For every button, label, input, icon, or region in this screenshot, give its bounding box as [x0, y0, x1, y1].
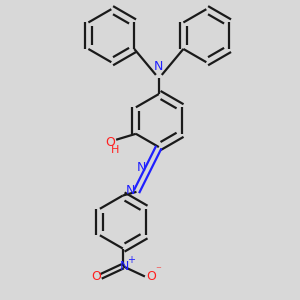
Text: O: O [92, 270, 101, 283]
Text: +: + [127, 255, 135, 265]
Text: H: H [110, 145, 119, 155]
Text: N: N [125, 184, 135, 197]
Text: N: N [136, 161, 146, 175]
Text: O: O [105, 136, 115, 149]
Text: N: N [154, 60, 164, 74]
Text: O: O [146, 270, 156, 283]
Text: N: N [120, 260, 129, 273]
Text: ⁻: ⁻ [155, 266, 161, 276]
